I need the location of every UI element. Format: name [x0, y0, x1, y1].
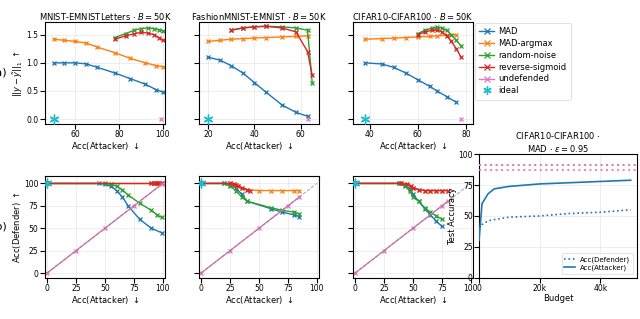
Point [196, 181, 206, 186]
Title: CIFAR10-CIFAR100 $\cdot$ $B=50$K: CIFAR10-CIFAR100 $\cdot$ $B=50$K [352, 11, 474, 22]
X-axis label: Acc(Attacker) $\downarrow$: Acc(Attacker) $\downarrow$ [70, 294, 140, 306]
Title: CIFAR10-CIFAR100 $\cdot$
MAD $\cdot$ $\epsilon=0.95$: CIFAR10-CIFAR100 $\cdot$ MAD $\cdot$ $\e… [515, 130, 600, 153]
Point [49, 116, 59, 122]
X-axis label: Acc(Attacker) $\downarrow$: Acc(Attacker) $\downarrow$ [379, 294, 447, 306]
Legend: Acc(Defender), Acc(Attacker): Acc(Defender), Acc(Attacker) [562, 253, 634, 274]
Point [42, 181, 52, 186]
X-axis label: Acc(Attacker) $\downarrow$: Acc(Attacker) $\downarrow$ [379, 140, 447, 152]
Text: (a): (a) [0, 68, 6, 78]
Y-axis label: $||y - \tilde{y}||_1$ $\uparrow$: $||y - \tilde{y}||_1$ $\uparrow$ [12, 49, 25, 97]
X-axis label: Acc(Attacker) $\downarrow$: Acc(Attacker) $\downarrow$ [70, 140, 140, 152]
Text: (b): (b) [0, 222, 6, 232]
Y-axis label: Acc(Defender) $\uparrow$: Acc(Defender) $\uparrow$ [11, 191, 22, 263]
X-axis label: Acc(Attacker) $\downarrow$: Acc(Attacker) $\downarrow$ [225, 294, 293, 306]
Title: MNIST-EMNISTLetters $\cdot$ $B=50$K: MNIST-EMNISTLetters $\cdot$ $B=50$K [38, 11, 172, 22]
Legend: MAD, MAD-argmax, random-noise, reverse-sigmoid, undefended, ideal: MAD, MAD-argmax, random-noise, reverse-s… [476, 23, 571, 100]
X-axis label: Budget: Budget [543, 294, 573, 303]
Point [360, 116, 370, 122]
Y-axis label: Test Accuracy: Test Accuracy [448, 187, 457, 245]
Title: FashionMNIST-EMNIST $\cdot$ $B=50$K: FashionMNIST-EMNIST $\cdot$ $B=50$K [191, 11, 327, 22]
X-axis label: Acc(Attacker) $\downarrow$: Acc(Attacker) $\downarrow$ [225, 140, 293, 152]
Point [350, 181, 360, 186]
Point [203, 116, 213, 122]
